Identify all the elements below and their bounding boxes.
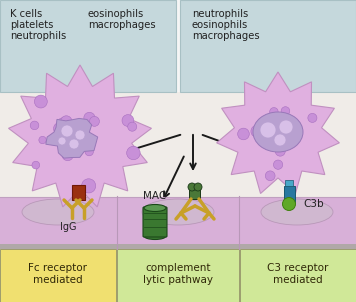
Circle shape <box>61 125 73 137</box>
FancyBboxPatch shape <box>0 249 116 302</box>
Circle shape <box>61 127 72 138</box>
Circle shape <box>194 183 202 191</box>
Circle shape <box>57 118 70 131</box>
Circle shape <box>84 112 95 124</box>
Ellipse shape <box>253 112 303 152</box>
Circle shape <box>279 132 289 142</box>
FancyBboxPatch shape <box>285 180 293 186</box>
FancyBboxPatch shape <box>180 0 356 92</box>
FancyBboxPatch shape <box>0 244 356 249</box>
Text: macrophages: macrophages <box>192 31 260 41</box>
Circle shape <box>35 95 47 108</box>
Circle shape <box>288 133 298 143</box>
Circle shape <box>128 122 137 131</box>
FancyBboxPatch shape <box>240 249 356 302</box>
Text: IgG: IgG <box>60 222 76 232</box>
Circle shape <box>275 146 285 156</box>
Text: neutrophils: neutrophils <box>192 9 248 19</box>
Circle shape <box>283 135 293 144</box>
Circle shape <box>268 125 276 133</box>
Text: macrophages: macrophages <box>88 20 156 30</box>
Circle shape <box>61 116 72 127</box>
Ellipse shape <box>144 233 166 239</box>
Circle shape <box>75 130 85 140</box>
Circle shape <box>251 125 263 137</box>
FancyBboxPatch shape <box>189 187 200 200</box>
Circle shape <box>127 146 140 160</box>
Circle shape <box>273 160 283 169</box>
Ellipse shape <box>144 204 166 211</box>
Circle shape <box>238 128 249 140</box>
Polygon shape <box>46 118 98 158</box>
Polygon shape <box>217 72 339 194</box>
FancyBboxPatch shape <box>117 249 239 302</box>
Circle shape <box>274 134 286 146</box>
Circle shape <box>63 141 71 149</box>
FancyBboxPatch shape <box>0 197 356 249</box>
Text: platelets: platelets <box>10 20 53 30</box>
Text: complement
lytic pathway: complement lytic pathway <box>143 263 213 285</box>
Circle shape <box>62 149 73 161</box>
FancyBboxPatch shape <box>0 92 356 250</box>
Circle shape <box>79 124 88 133</box>
Polygon shape <box>9 65 151 207</box>
Text: eosinophils: eosinophils <box>192 20 248 30</box>
Circle shape <box>89 116 99 126</box>
Circle shape <box>260 122 276 138</box>
Circle shape <box>279 120 293 134</box>
Ellipse shape <box>22 199 94 225</box>
FancyBboxPatch shape <box>283 185 294 203</box>
FancyBboxPatch shape <box>72 185 84 200</box>
Text: Fc receptor
mediated: Fc receptor mediated <box>28 263 88 285</box>
Circle shape <box>188 183 196 191</box>
Circle shape <box>122 115 134 127</box>
Circle shape <box>53 123 66 134</box>
Text: C3 receptor
mediated: C3 receptor mediated <box>267 263 329 285</box>
FancyBboxPatch shape <box>0 0 176 92</box>
Text: K cells: K cells <box>10 9 42 19</box>
Circle shape <box>32 161 40 169</box>
Text: C3b: C3b <box>303 199 324 209</box>
Circle shape <box>308 113 317 122</box>
Circle shape <box>30 121 39 130</box>
Circle shape <box>70 137 85 152</box>
Circle shape <box>69 139 79 149</box>
Circle shape <box>270 108 278 116</box>
Circle shape <box>265 130 273 138</box>
Text: eosinophils: eosinophils <box>88 9 144 19</box>
Text: MAC: MAC <box>143 191 167 201</box>
Ellipse shape <box>142 199 214 225</box>
Circle shape <box>58 137 66 145</box>
Circle shape <box>82 179 96 193</box>
Circle shape <box>265 171 275 181</box>
Circle shape <box>85 147 93 156</box>
Circle shape <box>283 198 295 210</box>
Circle shape <box>286 137 295 146</box>
Circle shape <box>281 107 290 115</box>
Circle shape <box>69 120 82 132</box>
Text: neutrophils: neutrophils <box>10 31 66 41</box>
Circle shape <box>39 136 46 144</box>
Ellipse shape <box>261 199 333 225</box>
Circle shape <box>56 134 71 149</box>
FancyBboxPatch shape <box>143 207 167 237</box>
Circle shape <box>63 143 71 150</box>
